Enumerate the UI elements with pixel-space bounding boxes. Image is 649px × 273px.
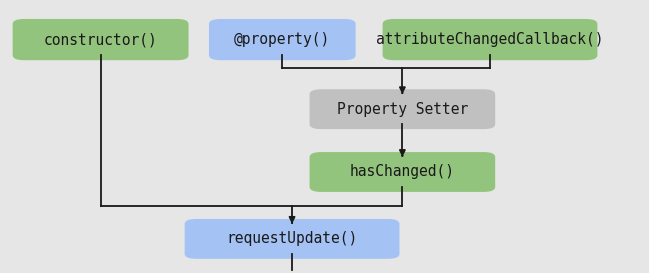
- Text: attributeChangedCallback(): attributeChangedCallback(): [376, 32, 604, 47]
- Text: Property Setter: Property Setter: [337, 102, 468, 117]
- FancyBboxPatch shape: [209, 19, 356, 60]
- Text: @property(): @property(): [234, 32, 330, 47]
- Text: constructor(): constructor(): [43, 32, 158, 47]
- FancyBboxPatch shape: [310, 152, 495, 192]
- FancyBboxPatch shape: [13, 19, 188, 60]
- Text: hasChanged(): hasChanged(): [350, 165, 455, 179]
- FancyBboxPatch shape: [383, 19, 597, 60]
- Text: requestUpdate(): requestUpdate(): [227, 232, 358, 246]
- FancyBboxPatch shape: [310, 89, 495, 129]
- FancyBboxPatch shape: [184, 219, 399, 259]
